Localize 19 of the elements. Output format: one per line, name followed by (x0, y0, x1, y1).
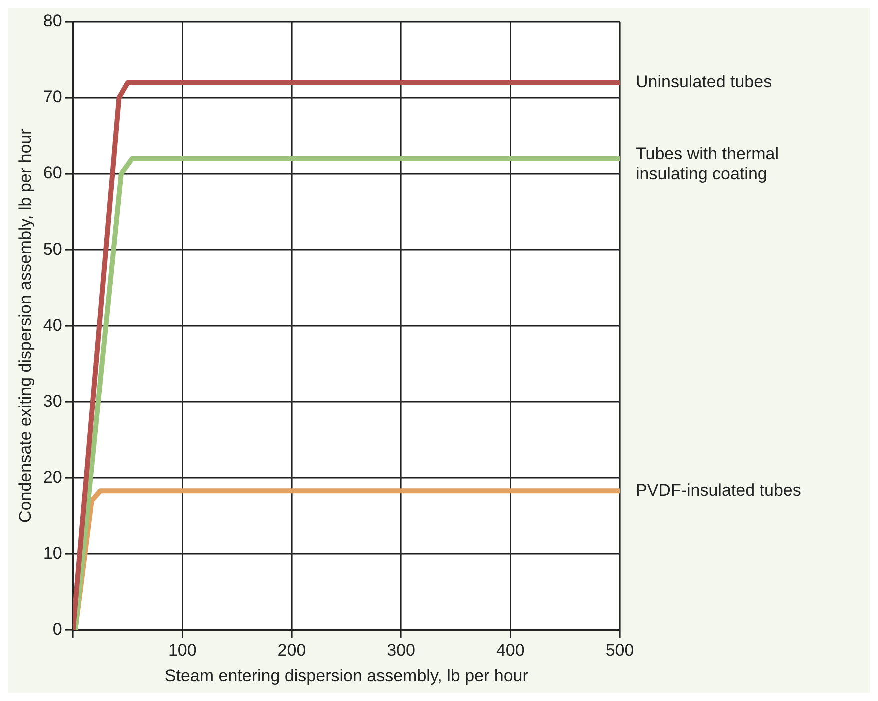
series-label: Uninsulated tubes (636, 72, 772, 92)
x-tick-label: 400 (496, 641, 525, 660)
x-tick-label: 200 (278, 641, 306, 660)
y-tick-label: 10 (43, 544, 62, 563)
x-tick-label: 100 (168, 641, 197, 660)
y-tick-label: 20 (43, 468, 62, 487)
series-label: PVDF-insulated tubes (636, 480, 802, 500)
x-axis-title: Steam entering dispersion assembly, lb per hour (164, 666, 529, 686)
series-label: Tubes with thermal insulating coating (636, 144, 779, 184)
y-tick-label: 60 (43, 164, 62, 183)
y-tick-label: 40 (43, 316, 62, 335)
y-tick-label: 70 (43, 88, 62, 107)
y-tick-label: 50 (43, 240, 62, 259)
y-axis-title: Condensate exiting dispersion assembly, lb per hour (16, 128, 35, 523)
y-tick-label: 0 (52, 620, 62, 639)
x-tick-label: 300 (387, 641, 416, 660)
y-tick-label: 30 (43, 392, 62, 411)
y-tick-label: 80 (43, 12, 62, 31)
x-tick-label: 500 (606, 641, 634, 660)
